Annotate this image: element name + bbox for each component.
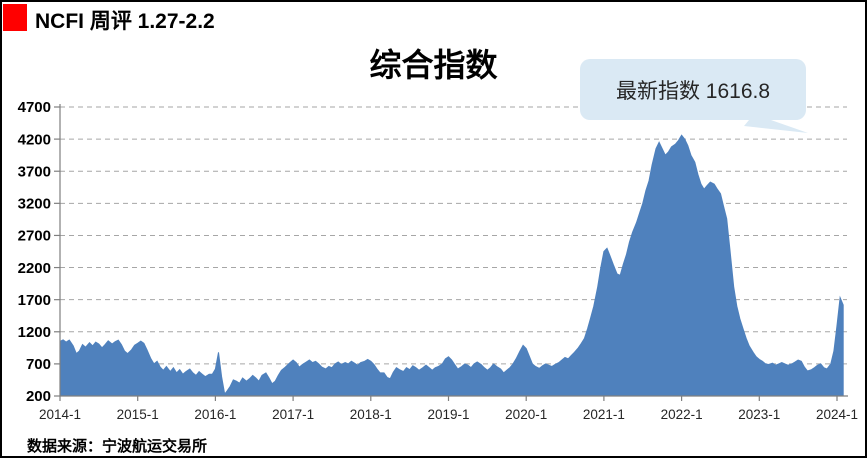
x-axis-tick-label: 2014-1 [39, 407, 81, 422]
y-axis-tick-label: 3700 [18, 163, 51, 180]
x-axis-tick-label: 2023-1 [738, 407, 780, 422]
index-area-series [59, 134, 844, 397]
x-axis-tick-label: 2017-1 [272, 407, 314, 422]
y-axis-tick-label: 200 [26, 388, 51, 405]
y-axis-tick-label: 700 [26, 356, 51, 373]
x-axis-tick-label: 2015-1 [117, 407, 159, 422]
x-axis-tick-label: 2024-1 [816, 407, 858, 422]
x-axis-tick-label: 2019-1 [427, 407, 469, 422]
latest-index-callout: 最新指数 1616.8 [580, 59, 806, 120]
x-axis-tick-label: 2022-1 [661, 407, 703, 422]
y-axis-tick-label: 2700 [18, 228, 51, 245]
x-axis-tick-label: 2020-1 [505, 407, 547, 422]
y-axis-tick-label: 3200 [18, 196, 51, 213]
y-axis-tick-label: 2200 [18, 260, 51, 277]
x-axis-tick-label: 2021-1 [583, 407, 625, 422]
red-square-logo-icon [3, 4, 27, 31]
y-axis-tick-label: 1200 [18, 324, 51, 341]
y-axis-tick-label: 1700 [18, 292, 51, 309]
data-source-note: 数据来源：宁波航运交易所 [27, 438, 208, 455]
latest-index-text: 最新指数 1616.8 [615, 79, 771, 103]
x-axis-tick-label: 2018-1 [350, 407, 392, 422]
x-axis-tick-label: 2016-1 [194, 407, 236, 422]
y-axis-tick-label: 4700 [18, 99, 51, 116]
report-title: NCFI 周评 1.27-2.2 [35, 10, 215, 33]
y-axis-tick-label: 4200 [18, 131, 51, 148]
chart-title: 综合指数 [369, 47, 498, 83]
